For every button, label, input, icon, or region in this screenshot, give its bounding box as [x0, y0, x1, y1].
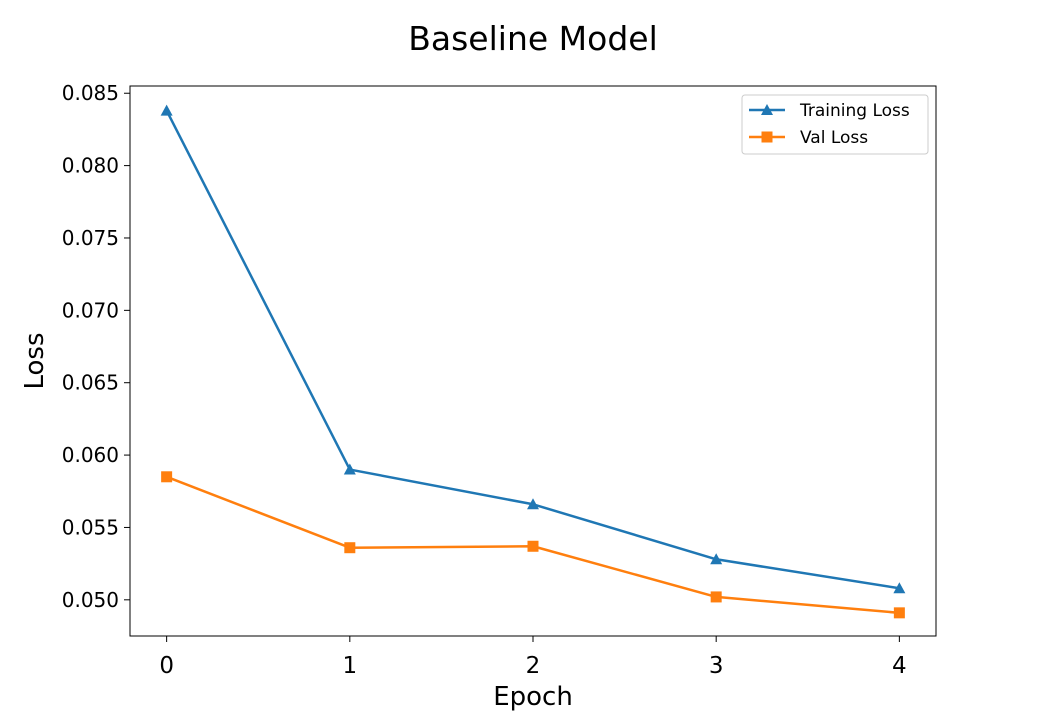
- plot-frame: [129, 85, 937, 637]
- legend-marker-val-loss: [761, 131, 773, 143]
- x-tick-label: 1: [342, 653, 357, 679]
- y-tick-label: 0.055: [62, 515, 119, 539]
- chart-title: Baseline Model: [408, 19, 657, 58]
- legend-label-training-loss: Training Loss: [799, 101, 910, 121]
- data-point-val-loss: [710, 591, 722, 603]
- data-point-training-loss: [343, 463, 356, 475]
- legend-label-val-loss: Val Loss: [800, 128, 868, 148]
- series-line-training-loss: [165, 110, 900, 590]
- y-axis-label: Loss: [20, 332, 50, 389]
- legend: Training Loss Val Loss: [741, 94, 929, 155]
- data-point-training-loss: [710, 553, 723, 565]
- data-point-val-loss: [527, 540, 539, 552]
- legend-box: [741, 94, 929, 155]
- x-tick-label: 3: [709, 653, 724, 679]
- data-point-training-loss: [527, 498, 539, 510]
- data-point-training-loss: [160, 104, 173, 116]
- y-tick-label: 0.080: [62, 154, 119, 178]
- data-point-val-loss: [161, 471, 173, 483]
- y-tick-label: 0.075: [62, 226, 119, 250]
- y-tick-label: 0.085: [62, 81, 119, 105]
- y-tick-label: 0.050: [62, 588, 119, 612]
- data-point-val-loss: [893, 607, 905, 619]
- y-tick-label: 0.065: [62, 371, 119, 395]
- y-tick-label: 0.060: [62, 443, 119, 467]
- legend-marker-training-loss: [761, 104, 773, 115]
- x-tick-label: 2: [526, 653, 541, 679]
- data-point-training-loss: [893, 582, 906, 594]
- data-point-val-loss: [344, 542, 356, 554]
- x-tick-label: 4: [892, 653, 907, 679]
- x-tick-label: 0: [159, 653, 174, 679]
- y-tick-label: 0.070: [62, 298, 119, 322]
- x-axis-label: Epoch: [493, 682, 573, 712]
- series-layer: [160, 104, 906, 619]
- y-axis: 0.050 0.055 0.060 0.065 0.070 0.075 0.080 0.085: [62, 81, 130, 612]
- x-axis: 0 1 2 3 4: [159, 636, 907, 679]
